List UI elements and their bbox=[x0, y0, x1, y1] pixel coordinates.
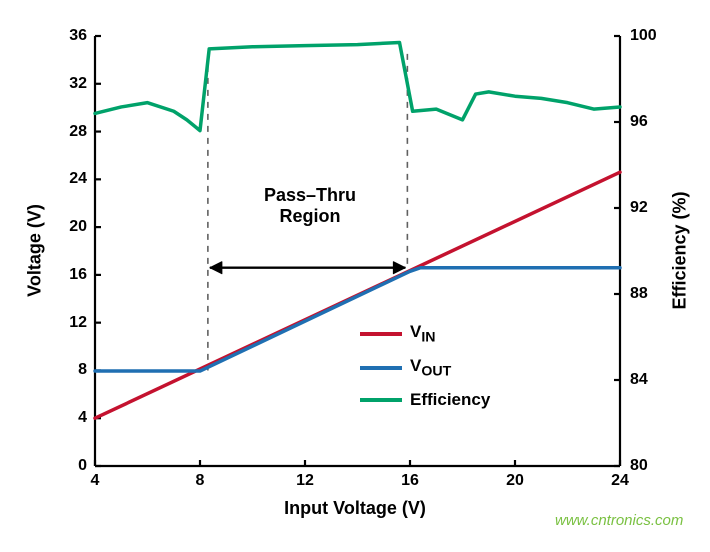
plot-svg bbox=[0, 0, 710, 552]
tick-label: 8 bbox=[180, 472, 220, 490]
tick-label: 88 bbox=[630, 285, 648, 303]
tick-label: 24 bbox=[69, 170, 87, 188]
tick-label: 92 bbox=[630, 199, 648, 217]
tick-label: 32 bbox=[69, 75, 87, 93]
tick-label: 12 bbox=[69, 314, 87, 332]
tick-label: 20 bbox=[69, 218, 87, 236]
tick-label: 16 bbox=[69, 266, 87, 284]
tick-label: 8 bbox=[78, 361, 87, 379]
tick-label: 4 bbox=[78, 409, 87, 427]
tick-label: 28 bbox=[69, 123, 87, 141]
tick-label: 20 bbox=[495, 472, 535, 490]
tick-label: 36 bbox=[69, 27, 87, 45]
tick-label: 12 bbox=[285, 472, 325, 490]
tick-label: 24 bbox=[600, 472, 640, 490]
tick-label: 84 bbox=[630, 371, 648, 389]
chart-container: Voltage (V) Efficiency (%) Input Voltage… bbox=[0, 0, 710, 552]
tick-label: 96 bbox=[630, 113, 648, 131]
tick-label: 100 bbox=[630, 27, 657, 45]
tick-label: 4 bbox=[75, 472, 115, 490]
tick-label: 16 bbox=[390, 472, 430, 490]
